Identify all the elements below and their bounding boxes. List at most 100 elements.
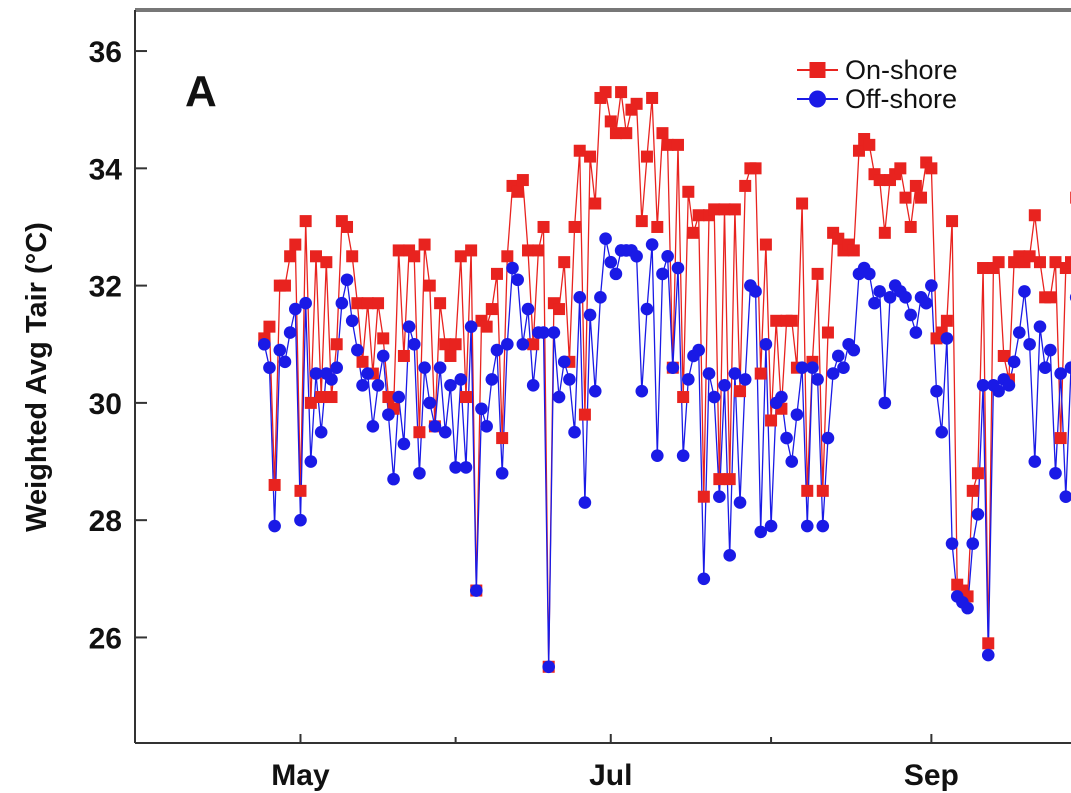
data-point-off-shore (552, 390, 566, 404)
data-point-off-shore (1028, 455, 1042, 468)
data-point-off-shore (392, 390, 406, 404)
data-point-off-shore (1018, 285, 1031, 298)
data-point-off-shore (671, 261, 685, 275)
data-point-off-shore (738, 373, 752, 386)
data-point-off-shore (682, 373, 695, 386)
data-point-off-shore (992, 384, 1005, 398)
data-point-on-shore (765, 414, 778, 427)
data-point-on-shore (532, 244, 545, 257)
data-point-off-shore (930, 384, 943, 398)
data-point-off-shore (387, 472, 400, 486)
data-point-on-shore (330, 338, 343, 351)
data-point-off-shore (661, 249, 674, 263)
data-point-off-shore (402, 320, 416, 333)
data-point-off-shore (800, 519, 814, 533)
data-point-on-shore (646, 91, 659, 104)
data-point-on-shore (832, 232, 845, 245)
data-point-off-shore (506, 261, 519, 275)
data-point-on-shore (785, 314, 798, 327)
data-point-off-shore (588, 384, 602, 398)
data-point-on-shore (801, 484, 814, 497)
data-point-on-shore (299, 215, 312, 228)
data-point-off-shore (382, 408, 395, 421)
data-point-off-shore (656, 267, 669, 281)
data-point-off-shore (485, 373, 499, 386)
data-point-off-shore (640, 302, 654, 316)
data-point-on-shore (268, 478, 281, 491)
legend-marker-off-shore (809, 90, 826, 108)
data-point-on-shore (925, 162, 938, 175)
data-point-on-shore (408, 250, 421, 263)
data-point-on-shore (992, 256, 1005, 269)
data-point-off-shore (418, 361, 431, 375)
data-point-on-shore (522, 244, 535, 257)
data-point-off-shore (806, 361, 819, 375)
data-point-on-shore (382, 391, 395, 404)
data-point-on-shore (480, 320, 493, 333)
data-point-off-shore (309, 367, 323, 380)
data-point-on-shore (915, 191, 928, 204)
data-point-off-shore (831, 349, 845, 363)
data-point-off-shore (816, 519, 830, 533)
data-point-on-shore (454, 250, 467, 263)
data-point-off-shore (899, 291, 912, 304)
data-point-off-shore (925, 279, 938, 292)
data-point-off-shore (754, 525, 768, 539)
data-point-off-shore (883, 291, 897, 304)
data-point-on-shore (341, 220, 354, 233)
data-point-off-shore (873, 285, 886, 298)
data-point-off-shore (511, 273, 524, 287)
data-point-on-shore (811, 267, 824, 280)
data-point-off-shore (868, 296, 881, 310)
data-point-off-shore (790, 408, 804, 421)
data-point-on-shore (465, 244, 478, 257)
data-point-off-shore (1002, 378, 1016, 392)
data-point-on-shore (692, 209, 705, 222)
data-point-off-shore (340, 273, 354, 287)
data-point-off-shore (759, 337, 773, 351)
data-point-on-shore (977, 262, 990, 275)
data-point-on-shore (723, 473, 736, 486)
data-point-on-shore (573, 144, 586, 157)
data-point-off-shore (470, 584, 483, 597)
data-point-on-shore (677, 391, 690, 404)
data-point-on-shore (459, 391, 472, 404)
data-point-on-shore (847, 244, 860, 257)
legend-label-off-shore: Off-shore (845, 84, 957, 114)
data-point-on-shore (852, 144, 865, 157)
data-point-off-shore (821, 431, 835, 445)
data-point-off-shore (454, 373, 468, 386)
data-point-off-shore (630, 249, 643, 263)
data-point-off-shore (966, 537, 980, 550)
data-point-off-shore (480, 420, 493, 433)
data-point-on-shore (423, 279, 436, 292)
data-point-off-shore (707, 390, 721, 404)
data-point-on-shore (899, 191, 912, 204)
y-tick-label: 34 (89, 153, 123, 186)
data-point-on-shore (304, 396, 317, 409)
data-point-on-shore (687, 226, 700, 239)
data-point-on-shore (558, 256, 571, 269)
data-point-on-shore (1065, 256, 1071, 269)
data-point-on-shore (770, 314, 783, 327)
data-point-on-shore (640, 150, 653, 163)
data-point-off-shore (257, 337, 271, 351)
data-point-on-shore (604, 115, 617, 128)
data-point-off-shore (361, 367, 375, 380)
data-point-off-shore (878, 396, 892, 410)
data-point-on-shore (361, 297, 374, 310)
data-point-on-shore (392, 244, 405, 257)
data-point-on-shore (821, 326, 834, 339)
data-point-off-shore (335, 296, 349, 310)
y-axis-ticks: 26 28 30 32 34 36 (89, 36, 147, 655)
x-tick-label: Sep (904, 759, 959, 792)
data-point-on-shore (444, 349, 457, 362)
data-point-on-shore (754, 367, 767, 380)
data-point-off-shore (749, 285, 762, 298)
series-lines (263, 91, 1071, 668)
data-point-off-shore (863, 267, 876, 281)
data-point-on-shore (615, 86, 628, 99)
data-point-on-shore (434, 297, 447, 310)
data-point-off-shore (837, 361, 850, 375)
data-point-on-shore (651, 220, 664, 233)
